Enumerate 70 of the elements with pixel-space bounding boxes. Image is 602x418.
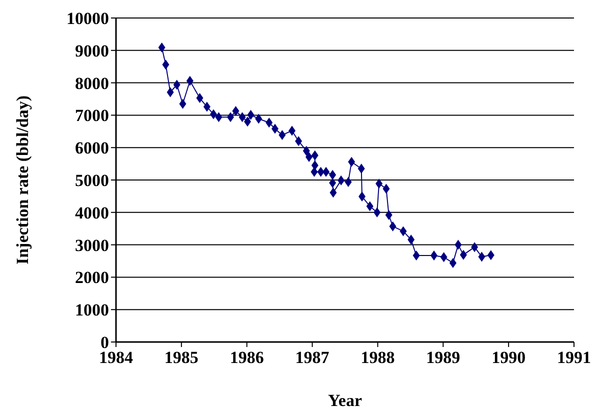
point [338, 175, 345, 186]
point [329, 178, 336, 188]
point [449, 258, 456, 268]
point [440, 252, 448, 262]
y-tick-label: 7000 [75, 106, 109, 126]
point [408, 234, 415, 245]
point [166, 87, 174, 98]
x-tick-label: 1991 [557, 348, 591, 367]
point [295, 136, 302, 146]
y-tick-label: 1000 [75, 300, 109, 320]
point [215, 112, 222, 122]
y-axis-title: Injection rate (bbl/day) [13, 95, 32, 265]
point [310, 166, 318, 177]
point [306, 152, 313, 162]
point [385, 210, 392, 220]
point [382, 184, 390, 194]
x-axis-title: Year [328, 391, 362, 410]
y-tick-label: 10000 [66, 8, 109, 28]
point [232, 106, 240, 116]
point [186, 76, 194, 86]
point [400, 226, 407, 236]
point [247, 110, 254, 120]
point [271, 124, 278, 134]
point [412, 250, 420, 260]
y-tick-label: 4000 [75, 203, 109, 222]
point [376, 178, 383, 189]
point [196, 93, 204, 104]
x-tick-label: 1990 [492, 348, 526, 367]
y-tick-label: 9000 [75, 41, 109, 60]
point [210, 109, 217, 120]
point [238, 112, 246, 122]
point [158, 42, 166, 52]
point [454, 240, 462, 250]
point [179, 98, 186, 109]
point [162, 60, 170, 70]
point [478, 252, 486, 262]
point [173, 80, 180, 90]
point [317, 166, 324, 177]
point [344, 176, 352, 187]
y-tick-label: 5000 [75, 170, 109, 190]
point [487, 250, 494, 260]
x-tick-label: 1985 [164, 348, 198, 367]
y-tick-label: 2000 [75, 268, 109, 288]
point [358, 192, 366, 202]
x-tick-label: 1986 [230, 348, 264, 367]
point [203, 102, 210, 112]
x-tick-label: 1989 [426, 348, 460, 367]
point [358, 164, 365, 174]
point [255, 114, 262, 124]
point [288, 126, 296, 136]
point [266, 118, 273, 128]
point [348, 156, 356, 167]
point [430, 250, 438, 260]
y-tick-label: 8000 [75, 74, 109, 93]
point [471, 242, 478, 252]
point [329, 170, 336, 180]
point [460, 250, 467, 260]
point [322, 166, 330, 177]
point [330, 188, 337, 198]
point [244, 116, 252, 127]
point [366, 201, 374, 212]
point [302, 146, 310, 156]
point [374, 207, 381, 218]
x-tick-label: 1987 [295, 348, 330, 367]
point [278, 130, 286, 140]
point [389, 221, 396, 232]
y-tick-label: 6000 [75, 138, 109, 158]
y-tick-label: 3000 [75, 236, 109, 255]
point [311, 150, 318, 160]
x-tick-label: 1988 [360, 348, 395, 367]
